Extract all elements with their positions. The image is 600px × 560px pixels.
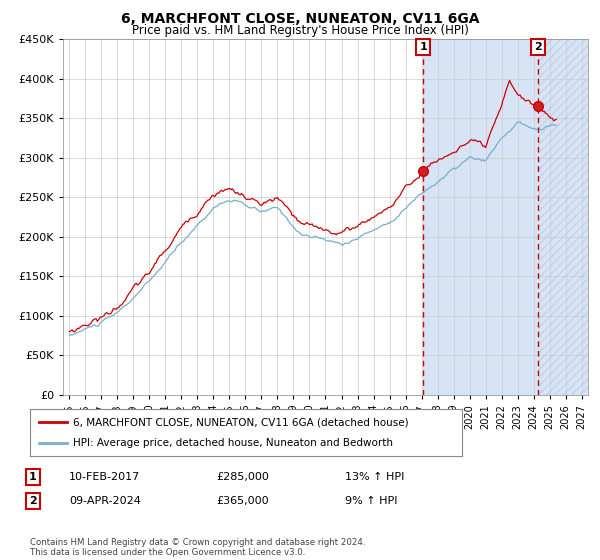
Text: 1: 1 bbox=[419, 42, 427, 52]
Text: 6, MARCHFONT CLOSE, NUNEATON, CV11 6GA (detached house): 6, MARCHFONT CLOSE, NUNEATON, CV11 6GA (… bbox=[73, 417, 409, 427]
Bar bbox=[538, 39, 588, 395]
Text: £365,000: £365,000 bbox=[216, 496, 269, 506]
Text: £285,000: £285,000 bbox=[216, 472, 269, 482]
Text: 9% ↑ HPI: 9% ↑ HPI bbox=[345, 496, 398, 506]
Text: 6, MARCHFONT CLOSE, NUNEATON, CV11 6GA: 6, MARCHFONT CLOSE, NUNEATON, CV11 6GA bbox=[121, 12, 479, 26]
Text: 1: 1 bbox=[29, 472, 37, 482]
Text: HPI: Average price, detached house, Nuneaton and Bedworth: HPI: Average price, detached house, Nune… bbox=[73, 438, 393, 448]
Text: 10-FEB-2017: 10-FEB-2017 bbox=[69, 472, 140, 482]
Text: 2: 2 bbox=[534, 42, 542, 52]
Text: 2: 2 bbox=[29, 496, 37, 506]
Text: 09-APR-2024: 09-APR-2024 bbox=[69, 496, 141, 506]
Text: 13% ↑ HPI: 13% ↑ HPI bbox=[345, 472, 404, 482]
Text: Price paid vs. HM Land Registry's House Price Index (HPI): Price paid vs. HM Land Registry's House … bbox=[131, 24, 469, 36]
Bar bbox=[423, 39, 588, 395]
Text: Contains HM Land Registry data © Crown copyright and database right 2024.
This d: Contains HM Land Registry data © Crown c… bbox=[30, 538, 365, 557]
